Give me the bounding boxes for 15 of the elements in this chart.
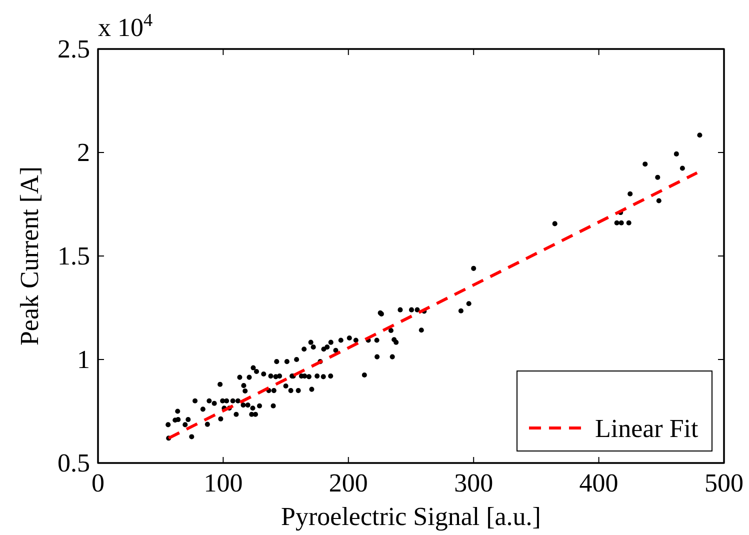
y-tick-label: 2.5 bbox=[58, 34, 90, 64]
text: x 10$^{4}$ bbox=[98, 10, 153, 42]
x-tick-label: 0 bbox=[92, 468, 104, 498]
legend-label: Linear Fit bbox=[595, 414, 700, 443]
y-tick-label: 1.5 bbox=[58, 241, 90, 270]
x-tick-label: 500 bbox=[704, 468, 744, 498]
y-axis-title: Peak Current [A] bbox=[15, 166, 44, 346]
x-tick-label: 100 bbox=[204, 468, 243, 498]
y-tick-label: 1 bbox=[77, 344, 90, 374]
x-tick-label: 400 bbox=[579, 468, 618, 498]
x-tick-label: 300 bbox=[454, 468, 494, 498]
y-tick-label: 0.5 bbox=[58, 448, 90, 478]
x-tick-label: 200 bbox=[328, 468, 368, 498]
y-tick-label: 2 bbox=[77, 138, 90, 167]
x-axis-title: Pyroelectric Signal [a.u.] bbox=[281, 502, 541, 531]
